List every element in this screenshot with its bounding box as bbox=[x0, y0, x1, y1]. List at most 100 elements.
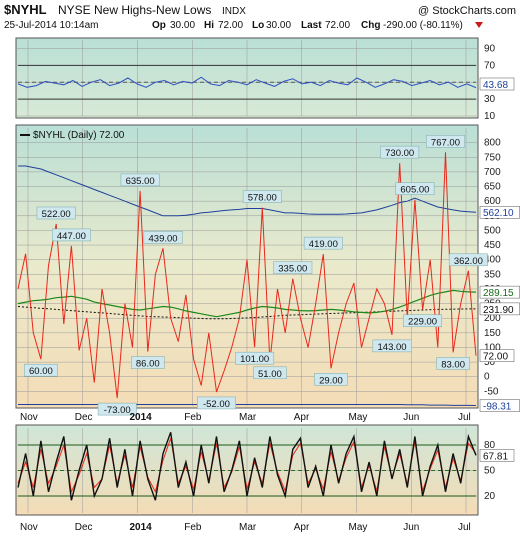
upper-band-tag: 562.10 bbox=[483, 208, 514, 219]
main-tick-1: 750 bbox=[484, 152, 501, 163]
annotation-box-3 bbox=[143, 231, 183, 244]
chart-header: $NYHL NYSE New Highs-New Lows INDX @ Sto… bbox=[4, 2, 516, 31]
annotation-6: 419.00 bbox=[309, 239, 338, 250]
annotation-20: 83.00 bbox=[441, 359, 465, 370]
main-ma-dark-line bbox=[17, 306, 476, 320]
annotation-11: 229.00 bbox=[408, 317, 437, 328]
annotation-box-2 bbox=[120, 173, 160, 187]
top-tick-3: 30 bbox=[484, 94, 496, 105]
main-tick-14: 100 bbox=[484, 342, 501, 353]
bottom-tick-1: 50 bbox=[484, 466, 496, 477]
main-tick-13: 150 bbox=[484, 328, 501, 339]
bottom-x-label-6: May bbox=[349, 522, 368, 533]
last-value: 72.00 bbox=[325, 20, 350, 31]
main-tick-16: 0 bbox=[484, 372, 490, 383]
main-tick-4: 600 bbox=[484, 196, 501, 207]
main-x-label-0: Nov bbox=[20, 412, 38, 423]
main-x-label-1: Dec bbox=[75, 412, 93, 423]
bottom-x-label-0: Nov bbox=[20, 522, 38, 533]
main-x-label-6: May bbox=[349, 412, 368, 423]
annotation-17: 101.00 bbox=[240, 354, 269, 365]
open-value: 30.00 bbox=[170, 20, 195, 31]
top-tick-1: 70 bbox=[484, 60, 496, 71]
labels-layer: 907050301043.688007507006506005505004504… bbox=[20, 43, 520, 533]
annotation-box-15 bbox=[97, 402, 137, 416]
main-tick-15: 50 bbox=[484, 357, 496, 368]
main-tick-0: 800 bbox=[484, 138, 501, 149]
annotation-box-7 bbox=[380, 145, 420, 159]
main-tick-17: -50 bbox=[484, 386, 499, 397]
chg-value: -290.00 (-80.11%) bbox=[383, 20, 463, 31]
annotation-box-9 bbox=[426, 135, 465, 148]
annotation-15: -73.00 bbox=[104, 405, 131, 416]
annotation-box-10 bbox=[448, 253, 488, 267]
annotation-box-6 bbox=[303, 236, 343, 250]
series-layer bbox=[17, 64, 477, 501]
datetime: 25-Jul-2014 10:14am bbox=[4, 20, 99, 31]
high-value: 72.00 bbox=[218, 20, 243, 31]
annotation-14: 86.00 bbox=[136, 359, 160, 370]
open-label: Op bbox=[152, 20, 166, 31]
chg-label: Chg bbox=[361, 20, 380, 31]
last-label: Last bbox=[301, 20, 322, 31]
main-tick-12: 200 bbox=[484, 313, 501, 324]
bottom-value-tag: 67.81 bbox=[483, 451, 508, 462]
main-ma-green-line bbox=[17, 289, 477, 318]
annotation-19: 29.00 bbox=[319, 375, 343, 386]
low-label: Lo bbox=[252, 20, 264, 31]
copyright: @ StockCharts.com bbox=[418, 5, 516, 17]
legend-text: $NYHL (Daily) 72.00 bbox=[33, 130, 125, 141]
bottom-d-line bbox=[17, 438, 477, 494]
top-value-tag: 43.68 bbox=[483, 80, 508, 91]
bottom-k-line bbox=[17, 432, 477, 501]
annotation-0: 522.00 bbox=[42, 209, 71, 220]
bottom-x-label-5: Apr bbox=[294, 522, 310, 533]
main-tick-7: 450 bbox=[484, 240, 501, 251]
annotation-box-5 bbox=[273, 261, 313, 274]
bottom-x-label-8: Jul bbox=[458, 522, 471, 533]
annotation-box-0 bbox=[36, 206, 76, 220]
bottom-value-tag-box bbox=[479, 449, 515, 462]
top-tick-0: 90 bbox=[484, 43, 496, 54]
annotation-2: 635.00 bbox=[126, 176, 155, 187]
annotation-box-13 bbox=[24, 363, 58, 377]
top-indicator-line bbox=[17, 76, 477, 89]
bottom-x-label-1: Dec bbox=[75, 522, 93, 533]
bottom-tick-0: 80 bbox=[484, 440, 496, 451]
bottom-x-label-3: Feb bbox=[184, 522, 202, 533]
annotation-13: 60.00 bbox=[29, 366, 53, 377]
exchange: INDX bbox=[222, 6, 246, 17]
main-upper-band-line bbox=[18, 165, 477, 217]
main-tick-9: 350 bbox=[484, 269, 501, 280]
annotation-18: 51.00 bbox=[258, 369, 282, 380]
main-tick-3: 650 bbox=[484, 182, 501, 193]
main-x-label-2: 2014 bbox=[130, 412, 153, 423]
annotation-box-17 bbox=[235, 351, 275, 365]
main-x-label-7: Jun bbox=[403, 412, 419, 423]
annotation-box-11 bbox=[403, 314, 443, 327]
lower-band-tag: -98.31 bbox=[483, 402, 512, 413]
bottom-x-label-2: 2014 bbox=[130, 522, 153, 533]
bottom-x-label-4: Mar bbox=[239, 522, 257, 533]
annotation-box-20 bbox=[436, 357, 470, 370]
bottom-x-label-7: Jun bbox=[403, 522, 419, 533]
annotation-9: 767.00 bbox=[431, 137, 460, 148]
main-tick-8: 400 bbox=[484, 255, 501, 266]
annotation-3: 439.00 bbox=[149, 233, 178, 244]
annotation-8: 605.00 bbox=[400, 185, 429, 196]
symbol-name: NYSE New Highs-New Lows bbox=[58, 3, 211, 17]
top-value-tag-box bbox=[479, 77, 515, 91]
ma-dark-tag: 231.90 bbox=[483, 305, 514, 316]
low-value: 30.00 bbox=[266, 20, 291, 31]
bottom-tick-2: 20 bbox=[484, 491, 496, 502]
main-x-label-5: Apr bbox=[294, 412, 310, 423]
symbol: $NYHL bbox=[4, 2, 47, 17]
annotation-box-4 bbox=[242, 190, 282, 203]
main-lower-band-line bbox=[18, 404, 477, 406]
main-x-label-8: Jul bbox=[458, 412, 471, 423]
annotation-12: 143.00 bbox=[378, 342, 407, 353]
last-value-tag-box bbox=[479, 349, 515, 362]
annotation-box-8 bbox=[395, 182, 435, 195]
annotation-box-14 bbox=[131, 356, 165, 369]
